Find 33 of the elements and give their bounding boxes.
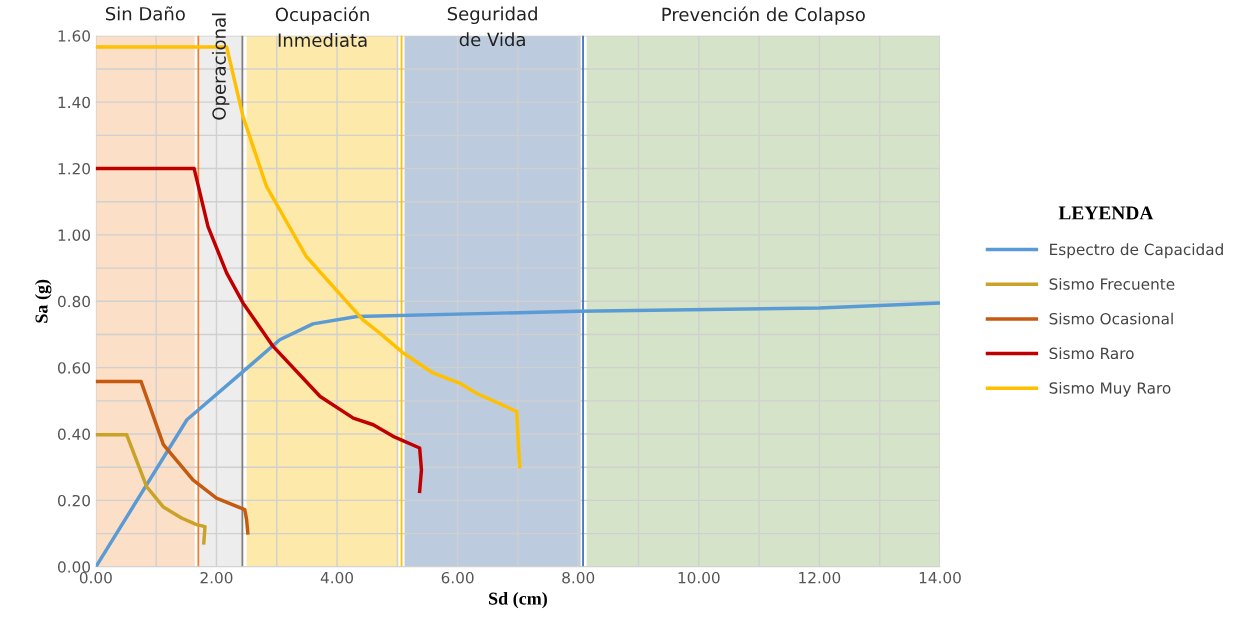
y-tick-label: 1.20 (58, 163, 90, 175)
legend-label: Sismo Frecuente (1049, 278, 1175, 290)
x-axis-title: Sd (cm) (489, 592, 547, 609)
x-tick-label: 12.00 (799, 571, 841, 584)
y-tick-label: 0.40 (57, 428, 90, 441)
legend-label: Sismo Muy Raro (1049, 381, 1171, 397)
y-axis-title: Sa (g) (34, 279, 52, 323)
y-tick-label: 1.00 (58, 229, 90, 241)
legend-label: Sismo Ocasional (1049, 312, 1173, 325)
band-label: Sin Daño (105, 6, 185, 21)
legend-label: Espectro de Capacidad (1050, 243, 1223, 259)
y-tick-label: 1.60 (58, 30, 90, 42)
y-tick-label: 0.60 (57, 362, 90, 374)
y-tick-label: 0.80 (57, 295, 90, 308)
x-tick-label: 6.00 (441, 571, 474, 584)
y-tick-label: 0.20 (57, 494, 90, 507)
y-tick-label: 0.00 (57, 561, 90, 573)
y-tick-label: 1.40 (58, 96, 90, 109)
x-tick-label: 14.00 (919, 571, 961, 584)
band-label: Seguridad de Vida (447, 6, 537, 47)
x-tick-label: 2.00 (200, 571, 233, 584)
x-tick-label: 0.00 (79, 571, 112, 584)
legend-title: LEYENDA (1058, 206, 1154, 220)
band-label: Operacional (211, 13, 230, 120)
band-label: Ocupación Inmediata (275, 6, 369, 47)
x-tick-label: 10.00 (678, 571, 720, 584)
line-series (95, 379, 250, 535)
legend-label: Sismo Raro (1049, 347, 1134, 360)
line-series (95, 166, 424, 494)
x-tick-label: 4.00 (320, 571, 354, 584)
line-series (95, 432, 207, 545)
band-label: Prevención de Colapso (662, 6, 865, 25)
x-tick-label: 8.00 (562, 571, 595, 584)
